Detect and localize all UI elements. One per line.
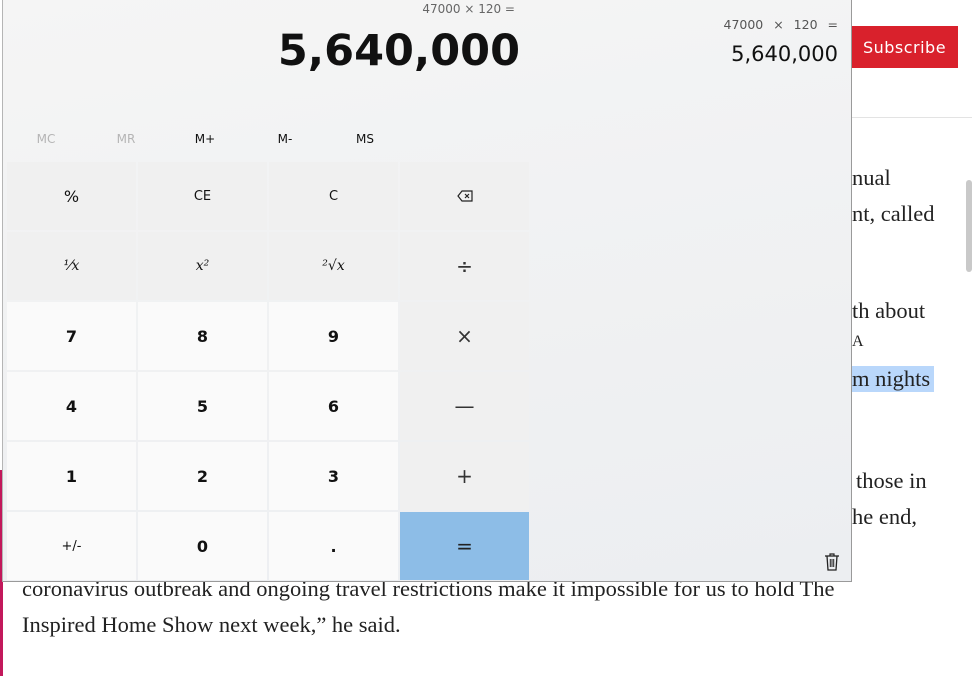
backspace-icon bbox=[456, 190, 473, 202]
article-text: Inspired Home Show next week,” he said. bbox=[22, 612, 401, 637]
digit-5-button[interactable]: 5 bbox=[138, 372, 267, 440]
memory-row: MC MR M+ M- MS bbox=[3, 132, 530, 148]
memory-clear-button[interactable]: MC bbox=[16, 132, 76, 146]
article-text: nual bbox=[852, 165, 891, 190]
square-button[interactable]: x² bbox=[138, 232, 267, 300]
page-scrollbar-thumb[interactable] bbox=[966, 180, 972, 272]
square-root-label: ²√x bbox=[322, 258, 345, 274]
reciprocal-label: ⅟x bbox=[63, 258, 80, 274]
memory-recall-button[interactable]: MR bbox=[96, 132, 156, 146]
digit-9-button[interactable]: 9 bbox=[269, 302, 398, 370]
keypad: % CE C ⅟x x² ²√x ÷ 7 8 9 × 4 5 6 — 1 2 3… bbox=[7, 162, 530, 580]
digit-4-button[interactable]: 4 bbox=[7, 372, 136, 440]
clear-history-button[interactable] bbox=[823, 552, 841, 572]
digit-2-button[interactable]: 2 bbox=[138, 442, 267, 510]
left-accent-bar bbox=[0, 470, 3, 676]
result-display: 5,640,000 bbox=[277, 26, 520, 76]
article-text-highlighted: m nights bbox=[850, 366, 935, 392]
square-label: x² bbox=[195, 258, 210, 274]
digit-0-button[interactable]: 0 bbox=[138, 512, 267, 580]
article-text: those in bbox=[856, 468, 927, 493]
decimal-button[interactable]: . bbox=[269, 512, 398, 580]
clear-button[interactable]: C bbox=[269, 162, 398, 230]
digit-6-button[interactable]: 6 bbox=[269, 372, 398, 440]
negate-button[interactable]: +/- bbox=[7, 512, 136, 580]
article-text: nt, called bbox=[852, 201, 935, 226]
article-text: A bbox=[852, 333, 864, 350]
digit-3-button[interactable]: 3 bbox=[269, 442, 398, 510]
digit-1-button[interactable]: 1 bbox=[7, 442, 136, 510]
memory-store-button[interactable]: MS bbox=[335, 132, 395, 146]
history-expression[interactable]: 47000 × 120 = bbox=[723, 17, 839, 32]
equals-button[interactable]: = bbox=[400, 512, 529, 580]
multiply-button[interactable]: × bbox=[400, 302, 529, 370]
digit-7-button[interactable]: 7 bbox=[7, 302, 136, 370]
reciprocal-button[interactable]: ⅟x bbox=[7, 232, 136, 300]
history-result[interactable]: 5,640,000 bbox=[731, 42, 838, 66]
header-divider bbox=[852, 117, 972, 118]
subscribe-button[interactable]: Subscribe bbox=[851, 26, 958, 68]
article-text: he end, bbox=[852, 504, 917, 529]
digit-8-button[interactable]: 8 bbox=[138, 302, 267, 370]
trash-icon bbox=[825, 553, 839, 571]
percent-label: % bbox=[63, 186, 80, 206]
divide-button[interactable]: ÷ bbox=[400, 232, 529, 300]
square-root-button[interactable]: ²√x bbox=[269, 232, 398, 300]
memory-subtract-button[interactable]: M- bbox=[255, 132, 315, 146]
calculator-window: 47000 × 120 = 5,640,000 MC MR M+ M- MS %… bbox=[2, 0, 852, 582]
plus-button[interactable]: + bbox=[400, 442, 529, 510]
article-text: th about bbox=[852, 298, 926, 323]
clear-entry-button[interactable]: CE bbox=[138, 162, 267, 230]
backspace-button[interactable] bbox=[400, 162, 529, 230]
percent-button[interactable]: % bbox=[7, 162, 136, 230]
memory-add-button[interactable]: M+ bbox=[175, 132, 235, 146]
minus-button[interactable]: — bbox=[400, 372, 529, 440]
expression-display: 47000 × 120 = bbox=[422, 2, 515, 16]
